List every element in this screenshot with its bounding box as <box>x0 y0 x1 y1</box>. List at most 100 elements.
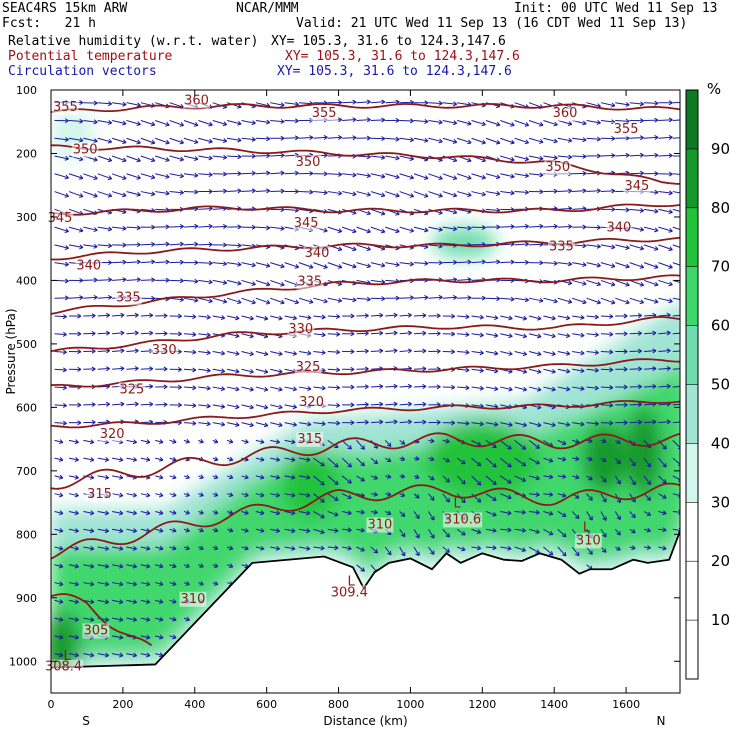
circulation-vector <box>500 224 515 230</box>
circulation-vector <box>169 545 177 551</box>
circulation-vector <box>572 474 580 480</box>
vector-shaft <box>155 493 164 497</box>
vector-shaft <box>198 297 213 302</box>
vector-shaft <box>658 226 673 232</box>
contour-label: 340 <box>606 220 631 235</box>
vector-head <box>260 474 265 480</box>
vector-shaft <box>313 315 326 318</box>
vector-shaft <box>356 262 371 268</box>
vector-head <box>292 422 297 427</box>
circulation-vector <box>97 545 110 551</box>
vector-head <box>668 228 673 233</box>
vector-shaft <box>155 653 164 657</box>
circulation-vector <box>212 581 219 586</box>
circulation-vector <box>227 261 242 267</box>
vector-shaft <box>169 617 177 621</box>
circulation-vector <box>384 546 392 556</box>
vector-head <box>438 294 443 300</box>
vector-head <box>199 581 204 586</box>
vector-shaft <box>600 102 616 107</box>
vector-head <box>136 191 141 197</box>
vector-shaft <box>255 226 270 229</box>
vector-shaft <box>399 173 414 179</box>
vector-shaft <box>600 244 616 249</box>
vector-shaft <box>126 564 137 568</box>
vector-shaft <box>557 226 572 228</box>
vector-shaft <box>428 226 443 231</box>
vector-head <box>507 510 512 516</box>
circulation-vector <box>341 493 352 500</box>
vector-shaft <box>341 226 357 233</box>
vector-shaft <box>456 457 466 465</box>
rh-band <box>554 423 565 545</box>
vector-head <box>551 386 556 392</box>
vector-shaft <box>112 278 127 281</box>
circulation-vector <box>341 262 357 269</box>
circulation-vector <box>284 350 297 356</box>
vector-shaft <box>557 528 567 538</box>
vector-head <box>159 439 164 444</box>
vector-shaft <box>543 351 556 355</box>
vector-head <box>479 350 484 356</box>
vector-head <box>568 224 573 230</box>
vector-head <box>352 191 357 197</box>
vector-shaft <box>500 422 513 426</box>
vector-head <box>194 278 199 284</box>
vector-head <box>206 421 211 427</box>
vector-shaft <box>543 262 558 265</box>
circulation-vector <box>413 474 420 480</box>
vector-head <box>521 509 526 515</box>
vector-shaft <box>327 368 340 371</box>
circulation-vector <box>54 563 64 569</box>
circulation-vector <box>370 226 386 234</box>
circulation-vector <box>428 475 435 481</box>
vector-shaft <box>442 137 457 143</box>
circulation-vector <box>169 241 184 247</box>
circulation-vector <box>586 421 599 427</box>
vector-shaft <box>514 528 526 532</box>
vector-head <box>508 386 513 392</box>
vector-head <box>165 259 170 265</box>
vector-shaft <box>255 528 265 532</box>
vector-head <box>465 385 470 391</box>
vector-head <box>347 494 352 500</box>
vector-shaft <box>514 137 529 144</box>
vector-head <box>522 369 528 374</box>
vector-shaft <box>270 528 280 532</box>
vector-head <box>551 422 556 428</box>
circulation-vector <box>327 349 341 355</box>
contour-label-bg <box>612 122 640 138</box>
circulation-vector <box>428 384 441 390</box>
circulation-vector <box>241 136 256 142</box>
circulation-vector <box>155 581 164 587</box>
circulation-vector <box>155 277 170 283</box>
vector-head <box>381 296 386 302</box>
circulation-vector <box>155 456 164 462</box>
vector-shaft <box>457 386 470 389</box>
contour-label: 355 <box>312 106 337 121</box>
vector-shaft <box>327 173 342 176</box>
vector-shaft <box>212 315 225 319</box>
vector-shaft <box>615 439 621 444</box>
vector-head <box>93 175 98 180</box>
vector-head <box>122 157 127 163</box>
vector-head <box>588 550 593 555</box>
circulation-vector <box>183 331 197 337</box>
vector-shaft <box>471 173 486 179</box>
vector-shaft <box>658 367 671 370</box>
vector-head <box>292 386 297 392</box>
circulation-vector <box>227 242 242 248</box>
vector-shaft <box>313 191 328 194</box>
rh-band <box>563 420 574 549</box>
circulation-vector <box>615 262 630 269</box>
y-tick-label: 900 <box>16 592 37 605</box>
vector-shaft <box>543 422 556 426</box>
vector-head <box>235 333 240 339</box>
circulation-vector <box>241 170 256 176</box>
theta-contour-340 <box>51 236 680 261</box>
circulation-vector <box>327 135 343 141</box>
vector-shaft <box>155 439 164 443</box>
circulation-vector <box>284 528 296 534</box>
vector-head <box>654 189 659 195</box>
circulation-vector <box>514 457 527 467</box>
